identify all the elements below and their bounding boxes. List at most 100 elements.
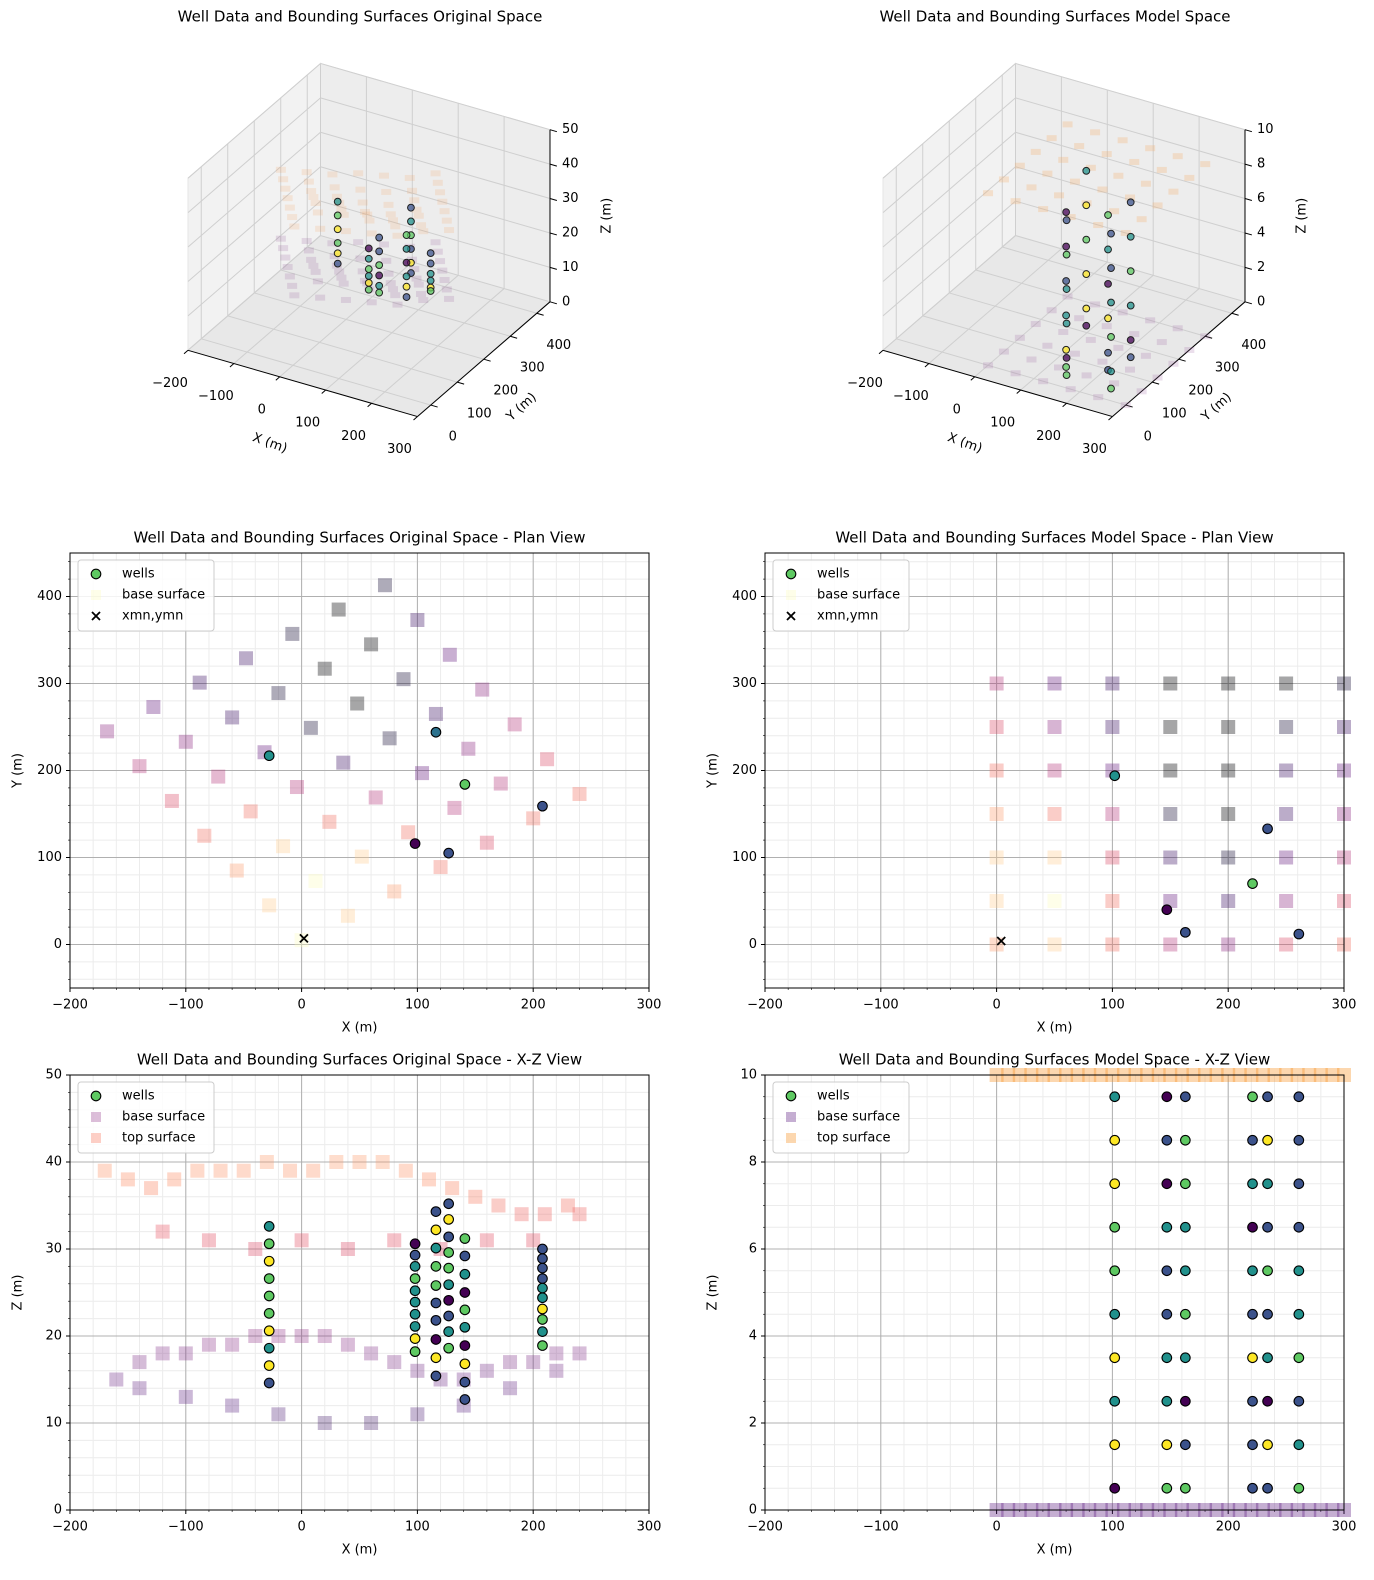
surface-point [366,299,377,306]
well-point [1262,1308,1273,1320]
well-point [537,1314,548,1325]
legend-label: base surface [122,588,205,603]
surface-point [1163,937,1178,952]
well-point [263,1273,275,1284]
well-point [459,1358,471,1370]
surface-point [120,1172,135,1187]
well-point [375,271,384,280]
well-point [1262,1178,1273,1190]
surface-point [276,839,291,854]
well-point [407,217,415,226]
surface-point [1097,186,1108,193]
surface-point [1038,378,1049,385]
well-point [333,225,342,234]
surface-point [989,894,1004,908]
y-tick [510,335,518,339]
surface-point [475,682,490,697]
y-tick-label: 400 [1241,338,1266,353]
surface-point [560,1198,575,1213]
surface-point [1221,676,1236,691]
legend-marker [91,590,101,600]
well-point [333,239,342,247]
well-point [443,1262,455,1274]
surface-point [1085,336,1096,343]
surface-point [1163,850,1178,865]
surface-point [1156,339,1167,346]
surface-point [989,807,1004,821]
surface-point [155,1224,170,1239]
surface-point [315,294,326,301]
surface-point [327,171,338,178]
z-tick [1244,232,1253,236]
surface-point [1097,358,1108,365]
well-point [409,1333,421,1344]
axes-frame [69,552,650,989]
well-point [430,1206,442,1217]
surface-point [334,268,345,275]
well-point [1109,1395,1121,1407]
x-tick-label: 200 [521,1520,546,1535]
surface-point [155,1346,170,1361]
z-tick-label: 4 [1257,225,1265,240]
well-point [402,231,411,239]
surface-point [390,292,401,299]
z-tick-label: 50 [562,122,579,137]
surface-point [441,286,452,293]
surface-point [411,206,422,213]
well-point [1107,384,1115,393]
surface-point [382,731,397,746]
x-tick-label: 300 [637,998,662,1013]
well-point [1180,1308,1191,1320]
surface-point [1047,894,1062,908]
y-tick [536,312,544,316]
surface-point [1136,216,1147,223]
y-tick-label: 40 [45,1155,62,1170]
well-point [1180,1134,1191,1146]
surface-point [308,262,319,269]
surface-point [411,275,422,282]
surface-point [336,274,347,281]
surface-point [306,1163,321,1178]
x-tick-label: −200 [747,998,783,1013]
well-point [537,1326,548,1337]
well-point [1180,1265,1191,1277]
surface-point [1014,334,1025,341]
x-tick-label: −100 [893,389,929,404]
x-tick-label: 300 [387,442,412,457]
surface-point [178,734,193,749]
x-tick-label: −100 [863,1520,899,1535]
well-point [1126,336,1135,344]
x-tick [229,363,235,368]
x-tick [1016,389,1022,394]
well-point [1104,245,1112,254]
y-tick-label: 200 [1188,384,1213,399]
grid-line [227,315,458,383]
grid-line [882,200,1016,317]
surface-point [441,217,452,224]
legend-marker [786,590,796,600]
surface-point [983,362,994,369]
surface-point [236,1163,251,1178]
surface-point [418,228,429,235]
surface-point [197,828,212,843]
y-tick-label: 20 [45,1329,62,1344]
grid-line [882,97,1016,213]
well-point [430,1334,442,1345]
y-tick-label: 200 [37,763,62,778]
well-point [1180,1439,1191,1451]
x-tick-label: 0 [992,998,1000,1013]
surface-point [1140,352,1151,359]
surface-point [468,1189,483,1204]
y-tick-label: 0 [749,937,757,952]
legend-label: xmn,ymn [817,609,878,624]
well-point [537,800,548,812]
z-tick [1244,266,1253,270]
x-tick-label: 100 [1100,1520,1125,1535]
surface-point [1026,356,1037,363]
axes-frame [764,1074,1345,1511]
surface-point [1047,763,1062,778]
surface-point [289,223,300,230]
surface-point [407,187,418,194]
y-axis-label: Z (m) [11,1275,26,1311]
